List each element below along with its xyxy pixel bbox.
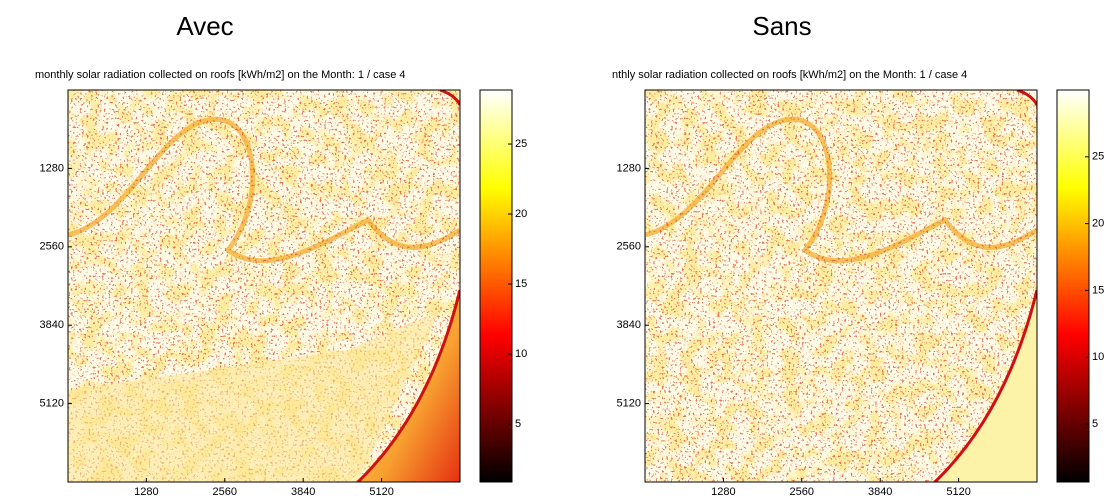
chart-subtitle: nthly solar radiation collected on roofs… [612,69,967,81]
x-tick-label: 3840 [868,486,892,498]
y-tick-label: 1280 [617,162,641,174]
plot-frame [67,89,461,483]
colorbar-tick-label: 5 [515,418,521,430]
colorbar-tick-label: 25 [515,138,527,150]
edge-arc [933,90,1037,482]
heatmap-image [68,90,460,482]
y-tick-label: 5120 [617,398,641,410]
x-tick-label: 5120 [369,486,393,498]
chart-subtitle: monthly solar radiation collected on roo… [35,69,406,81]
colorbar-tick-label: 15 [1092,284,1104,296]
y-tick-label: 1280 [40,162,64,174]
colorbar-tick-label: 5 [1092,418,1098,430]
heatmap-image [645,90,1037,482]
y-tick-label: 5120 [40,398,64,410]
x-tick-label: 2560 [213,486,237,498]
y-tick-label: 3840 [40,319,64,331]
x-tick-label: 2560 [790,486,814,498]
y-tick-label: 3840 [617,319,641,331]
chart-title: Sans [752,11,811,41]
colorbar-tick-label: 20 [515,208,527,220]
plot-frame [644,89,1038,483]
image-speckles [645,90,1037,482]
colorbar-tick-label: 25 [1092,151,1104,163]
lower-zone [68,310,440,482]
corner-zone [935,290,1037,482]
x-tick-label: 3840 [291,486,315,498]
colorbar-tick-label: 10 [1092,351,1104,363]
x-tick-label: 5120 [946,486,970,498]
y-tick-label: 2560 [40,241,64,253]
y-tick-label: 2560 [617,241,641,253]
edge-arc [356,90,460,482]
corner-zone [358,290,460,482]
colorbar [479,89,513,483]
colorbar-tick-label: 10 [515,348,527,360]
colorbar [1056,89,1090,483]
x-tick-label: 1280 [711,486,735,498]
colorbar-tick-label: 15 [515,278,527,290]
x-tick-label: 1280 [134,486,158,498]
colorbar-tick-label: 20 [1092,218,1104,230]
chart-title: Avec [176,11,233,41]
